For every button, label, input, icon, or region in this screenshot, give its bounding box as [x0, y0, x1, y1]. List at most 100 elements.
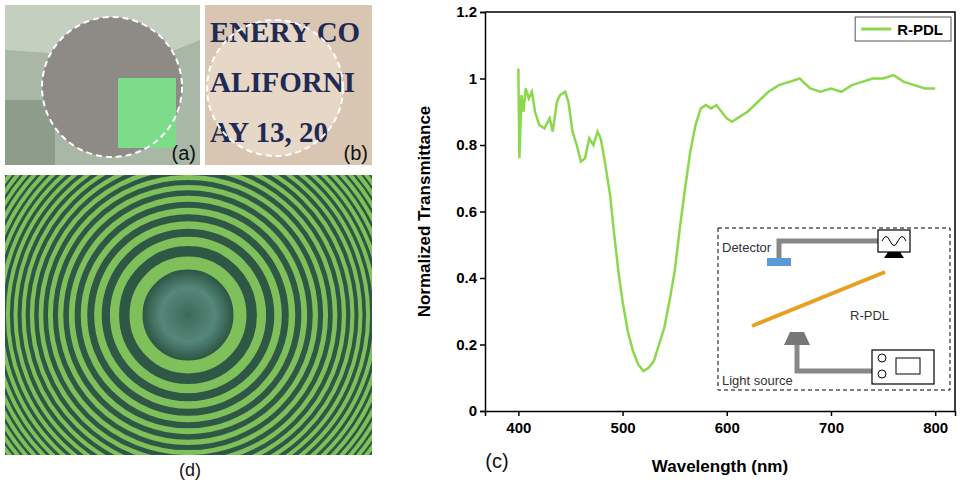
x-axis-title: Wavelength (nm) — [652, 457, 788, 476]
y-tick-mark — [480, 211, 485, 213]
interference-ring — [5, 175, 372, 455]
interference-ring — [8, 175, 368, 455]
y-tick: 0.4 — [456, 269, 485, 286]
x-tick-mark — [727, 411, 729, 416]
monitor-stand — [884, 252, 904, 258]
inset-frame — [718, 228, 950, 390]
inset-label: Detector — [722, 240, 772, 255]
y-tick: 1.2 — [456, 3, 485, 20]
interference-ring — [98, 225, 278, 405]
x-tick: 600 — [715, 411, 740, 436]
legend-swatch — [861, 28, 891, 31]
interference-ring — [5, 175, 372, 455]
interference-ring — [5, 175, 372, 455]
x-axis-line — [486, 412, 956, 417]
ring-center — [143, 270, 233, 360]
source-knob — [878, 354, 886, 362]
inset: Detector R-PDL Light source — [718, 228, 950, 390]
y-tick-label: 0.6 — [456, 203, 477, 220]
y-tick: 0.8 — [456, 136, 485, 153]
interference-ring — [5, 175, 372, 455]
y-axis-title: Normalized Transmittance — [415, 106, 434, 318]
panel-label: (b) — [344, 142, 368, 164]
x-tick: 400 — [506, 411, 531, 436]
y-tick-mark — [480, 12, 485, 14]
y-tick-label: 0.8 — [456, 136, 477, 153]
interference-ring — [5, 175, 372, 455]
interference-ring — [5, 175, 372, 455]
interference-ring — [5, 175, 372, 455]
data-line — [518, 69, 935, 372]
interference-ring — [114, 241, 261, 388]
source-display — [896, 358, 920, 374]
y-axis-line — [480, 13, 486, 412]
photo-background — [5, 5, 200, 165]
plot-area — [518, 69, 935, 372]
panel-label: (a) — [172, 142, 196, 164]
interference-ring — [41, 175, 335, 455]
green-patch — [118, 78, 176, 148]
x-tick: 700 — [819, 411, 844, 436]
legend-label: R-PDL — [897, 21, 943, 38]
x-tick-label: 700 — [819, 419, 844, 436]
source-box — [872, 350, 934, 384]
x-tick-mark — [935, 411, 937, 416]
y-tick-label: 0 — [469, 402, 477, 419]
y-tick-label: 0.4 — [456, 269, 478, 286]
x-tick: 500 — [611, 411, 636, 436]
dashed-circle — [207, 20, 343, 156]
y-tick-mark — [480, 145, 485, 147]
y-tick: 0.2 — [456, 336, 485, 353]
photo-d — [5, 175, 372, 455]
interference-ring — [5, 175, 372, 455]
interference-ring — [84, 211, 292, 419]
monitor-wave — [882, 237, 906, 246]
x-tick-label: 400 — [506, 419, 531, 436]
source-knob — [878, 370, 886, 378]
y-tick: 0 — [469, 402, 485, 419]
y-axis: 0 0.2 0.4 0.6 0.8 1 1.2 — [456, 3, 485, 419]
monitor-icon — [878, 230, 910, 252]
photo-text: ALIFORNI — [210, 66, 355, 98]
x-tick-label: 600 — [715, 419, 740, 436]
interference-ring — [72, 199, 305, 432]
x-tick-label: 800 — [923, 419, 948, 436]
cable — [797, 345, 872, 371]
interference-ring — [136, 263, 240, 367]
x-tick-mark — [831, 411, 833, 416]
y-tick-label: 0.2 — [456, 336, 477, 353]
x-tick-mark — [622, 411, 624, 416]
y-tick: 1 — [469, 70, 485, 87]
inset-label: Light source — [722, 373, 793, 388]
interference-ring — [5, 175, 372, 455]
source-head — [784, 332, 810, 345]
figure: (a)ENERY COALIFORNIAY 13, 20(b)(d)400500… — [0, 0, 965, 493]
interference-ring — [32, 175, 344, 455]
photo-background — [5, 175, 372, 455]
inset-label: R-PDL — [850, 308, 889, 323]
panel-label: (d) — [179, 460, 201, 480]
cable — [779, 241, 878, 258]
legend-frame — [855, 17, 951, 41]
photo-background — [205, 5, 372, 165]
y-tick-label: 1.2 — [456, 3, 477, 20]
plot-frame — [485, 12, 955, 411]
interference-ring — [24, 175, 353, 455]
photo-text: AY 13, 20 — [210, 116, 328, 148]
y-tick-mark — [480, 78, 485, 80]
y-tick-mark — [480, 411, 485, 413]
x-tick-label: 500 — [611, 419, 636, 436]
interference-ring — [5, 175, 372, 455]
photo-a — [5, 5, 200, 165]
x-tick: 800 — [923, 411, 948, 436]
y-tick-label: 1 — [469, 70, 477, 87]
interference-ring — [16, 175, 361, 455]
legend: R-PDL — [855, 17, 951, 41]
interference-ring — [61, 188, 316, 443]
photo-b — [205, 5, 372, 165]
y-tick: 0.6 — [456, 203, 485, 220]
sample-disc — [42, 17, 182, 157]
y-tick-mark — [480, 344, 485, 346]
interference-ring — [5, 175, 372, 455]
detector-icon — [767, 258, 791, 266]
